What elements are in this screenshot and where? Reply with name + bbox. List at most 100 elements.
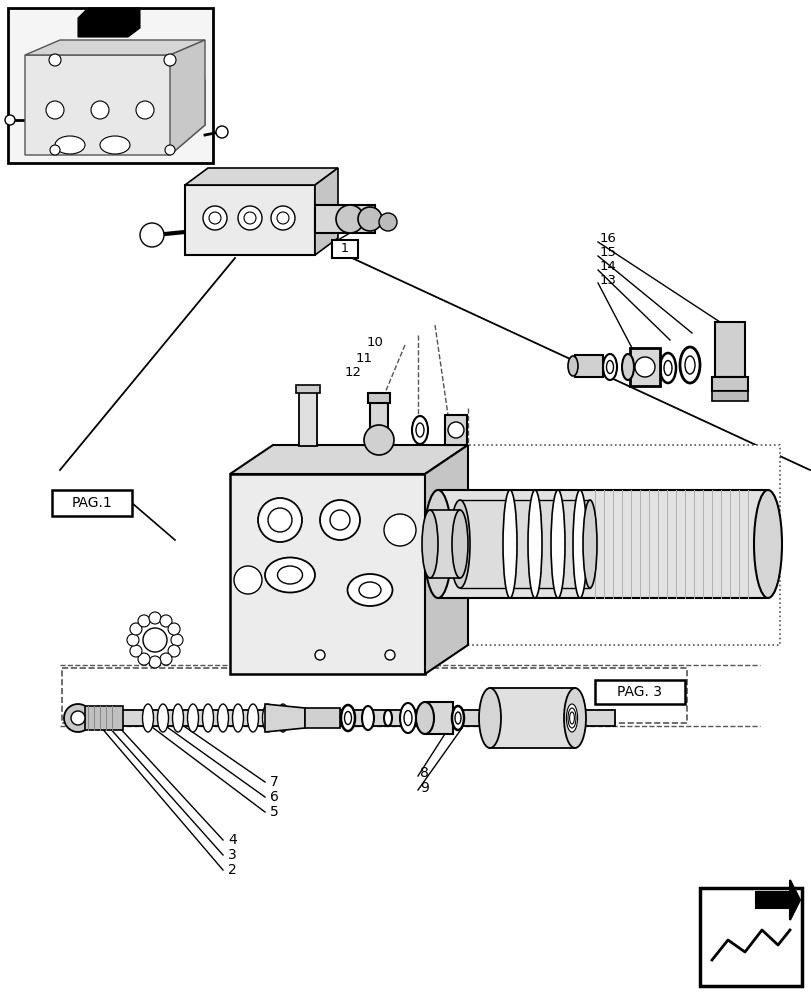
Text: 5: 5: [270, 805, 278, 819]
Ellipse shape: [411, 416, 427, 444]
Text: PAG. 3: PAG. 3: [616, 685, 662, 699]
Circle shape: [71, 711, 85, 725]
Circle shape: [358, 207, 381, 231]
Circle shape: [203, 206, 227, 230]
Ellipse shape: [568, 356, 577, 376]
Polygon shape: [78, 8, 139, 37]
Circle shape: [379, 213, 397, 231]
Ellipse shape: [566, 704, 577, 732]
Circle shape: [133, 618, 177, 662]
Circle shape: [171, 634, 182, 646]
Ellipse shape: [400, 703, 415, 733]
Circle shape: [145, 228, 159, 242]
Circle shape: [160, 653, 172, 665]
Polygon shape: [264, 704, 305, 732]
Ellipse shape: [341, 705, 354, 731]
Bar: [430, 510, 460, 578]
Ellipse shape: [606, 360, 613, 373]
Ellipse shape: [449, 500, 470, 588]
Bar: [711, 377, 747, 391]
Ellipse shape: [568, 708, 575, 728]
Circle shape: [271, 206, 294, 230]
Circle shape: [91, 101, 109, 119]
Ellipse shape: [454, 712, 461, 724]
Text: 11: 11: [355, 352, 372, 364]
Bar: [52, 490, 132, 516]
Circle shape: [448, 422, 463, 438]
Ellipse shape: [663, 360, 672, 375]
Bar: [305, 708, 340, 728]
Bar: [296, 385, 320, 393]
Bar: [8, 8, 212, 163]
Ellipse shape: [277, 704, 288, 732]
Circle shape: [168, 645, 180, 657]
Ellipse shape: [452, 510, 467, 578]
Polygon shape: [25, 55, 204, 155]
Circle shape: [384, 514, 415, 546]
Circle shape: [164, 54, 176, 66]
Polygon shape: [230, 445, 467, 474]
Ellipse shape: [551, 490, 564, 598]
Circle shape: [277, 212, 289, 224]
Circle shape: [46, 101, 64, 119]
Text: 4: 4: [228, 833, 237, 847]
Ellipse shape: [264, 558, 315, 592]
Bar: [699, 888, 801, 986]
Bar: [298, 388, 316, 446]
Ellipse shape: [603, 354, 616, 380]
Bar: [460, 500, 590, 588]
Ellipse shape: [753, 490, 781, 598]
Circle shape: [315, 650, 324, 660]
Circle shape: [5, 115, 15, 125]
Ellipse shape: [422, 510, 437, 578]
Bar: [574, 355, 603, 377]
Circle shape: [138, 615, 150, 627]
Ellipse shape: [187, 704, 198, 732]
Bar: [424, 702, 453, 734]
Ellipse shape: [217, 704, 228, 732]
Text: PAG.1: PAG.1: [71, 496, 112, 510]
Bar: [711, 391, 747, 401]
Text: 6: 6: [270, 790, 278, 804]
Ellipse shape: [502, 490, 517, 598]
Circle shape: [130, 645, 142, 657]
Ellipse shape: [142, 704, 153, 732]
Circle shape: [243, 212, 255, 224]
Polygon shape: [25, 40, 204, 55]
Text: 9: 9: [419, 781, 428, 795]
Circle shape: [138, 653, 150, 665]
Circle shape: [49, 54, 61, 66]
Bar: [332, 240, 358, 258]
Bar: [489, 688, 574, 748]
Ellipse shape: [344, 712, 351, 724]
Ellipse shape: [582, 500, 596, 588]
Circle shape: [127, 634, 139, 646]
Circle shape: [320, 500, 359, 540]
Circle shape: [160, 615, 172, 627]
Bar: [629, 348, 659, 386]
Ellipse shape: [358, 582, 380, 598]
Bar: [315, 205, 375, 233]
Polygon shape: [755, 880, 799, 920]
Ellipse shape: [100, 136, 130, 154]
Ellipse shape: [247, 704, 258, 732]
Ellipse shape: [404, 710, 411, 726]
Ellipse shape: [569, 712, 573, 724]
Circle shape: [234, 566, 262, 594]
Circle shape: [135, 101, 154, 119]
Ellipse shape: [452, 706, 463, 730]
Ellipse shape: [347, 574, 392, 606]
Text: 8: 8: [419, 766, 428, 780]
Ellipse shape: [232, 704, 243, 732]
Bar: [62, 668, 686, 723]
Ellipse shape: [423, 490, 452, 598]
Circle shape: [143, 628, 167, 652]
Ellipse shape: [564, 688, 586, 748]
Ellipse shape: [659, 353, 676, 383]
Circle shape: [384, 650, 394, 660]
Circle shape: [148, 656, 161, 668]
Ellipse shape: [679, 347, 699, 383]
Circle shape: [238, 206, 262, 230]
Bar: [367, 393, 389, 403]
Ellipse shape: [172, 704, 183, 732]
